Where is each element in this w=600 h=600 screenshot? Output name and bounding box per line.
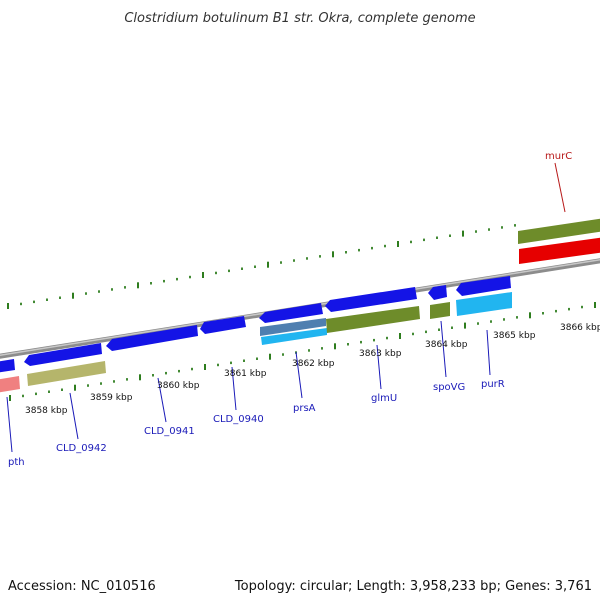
feature-bar-cld-0942 (27, 361, 106, 386)
cds-arrow-prsa (259, 303, 323, 323)
feature-bar-purr (456, 292, 512, 316)
cds-arrow-pth (0, 359, 15, 373)
feature-bar-glmu (326, 306, 420, 333)
gene-label-cld-0942[interactable]: CLD_0942 (56, 443, 107, 454)
leader-murc (554, 162, 566, 213)
feature-bar-murc-olive (518, 218, 600, 244)
cds-arrow-purr (456, 276, 511, 296)
cds-arrow-cld-0941 (106, 325, 198, 351)
genome-summary-text: Topology: circular; Length: 3,958,233 bp… (234, 579, 592, 594)
outer-tick-track (7, 224, 516, 309)
inner-tick-track (9, 302, 596, 401)
gene-label-spovg[interactable]: spoVG (433, 382, 465, 393)
gene-label-murc[interactable]: murC (545, 151, 572, 162)
tick-label: 3859 kbp (90, 393, 133, 403)
tick-label: 3864 kbp (425, 340, 468, 350)
leader-spovg (440, 320, 447, 378)
feature-bar-spovg (430, 302, 450, 319)
leader-cld-0941 (157, 377, 167, 423)
leader-purr (486, 329, 491, 376)
tick-label: 3865 kbp (493, 331, 536, 341)
cds-arrow-cld-0942 (24, 343, 102, 366)
tick-label: 3860 kbp (157, 381, 200, 391)
gene-label-prsa[interactable]: prsA (293, 403, 316, 414)
leader-glmu (376, 344, 382, 390)
feature-bar-prsa-cyan (261, 328, 327, 345)
gene-labels: pth CLD_0942 CLD_0941 CLD_0940 prsA glmU… (8, 151, 572, 468)
leader-pth (6, 396, 13, 453)
tick-label: 3866 kbp (560, 323, 600, 333)
leader-prsa (295, 351, 303, 399)
gene-label-cld-0940[interactable]: CLD_0940 (213, 414, 264, 425)
tick-label: 3858 kbp (25, 406, 68, 416)
gene-label-pth[interactable]: pth (8, 457, 25, 468)
cds-arrow-spovg (428, 285, 447, 300)
forward-cds-track (0, 276, 511, 373)
cds-arrow-cld-0940 (200, 316, 246, 334)
feature-bar-track (0, 218, 600, 393)
label-leaders (6, 162, 566, 453)
tick-label: 3861 kbp (224, 369, 267, 379)
feature-bar-prsa-steel (260, 318, 326, 336)
gene-label-purr[interactable]: purR (481, 379, 505, 390)
feature-bar-pth (0, 376, 20, 393)
tick-labels: 3858 kbp 3859 kbp 3860 kbp 3861 kbp 3862… (25, 323, 600, 416)
leader-cld-0940 (231, 366, 237, 411)
accession-text: Accession: NC_010516 (8, 579, 156, 594)
tick-label: 3862 kbp (292, 359, 335, 369)
gene-label-glmu[interactable]: glmU (371, 393, 397, 404)
cds-arrow-glmu (325, 287, 417, 312)
feature-bar-murc-red (519, 237, 600, 264)
gene-label-cld-0941[interactable]: CLD_0941 (144, 426, 195, 437)
tick-label: 3863 kbp (359, 349, 402, 359)
genome-title: Clostridium botulinum B1 str. Okra, comp… (124, 11, 475, 26)
leader-cld-0942 (69, 392, 79, 440)
